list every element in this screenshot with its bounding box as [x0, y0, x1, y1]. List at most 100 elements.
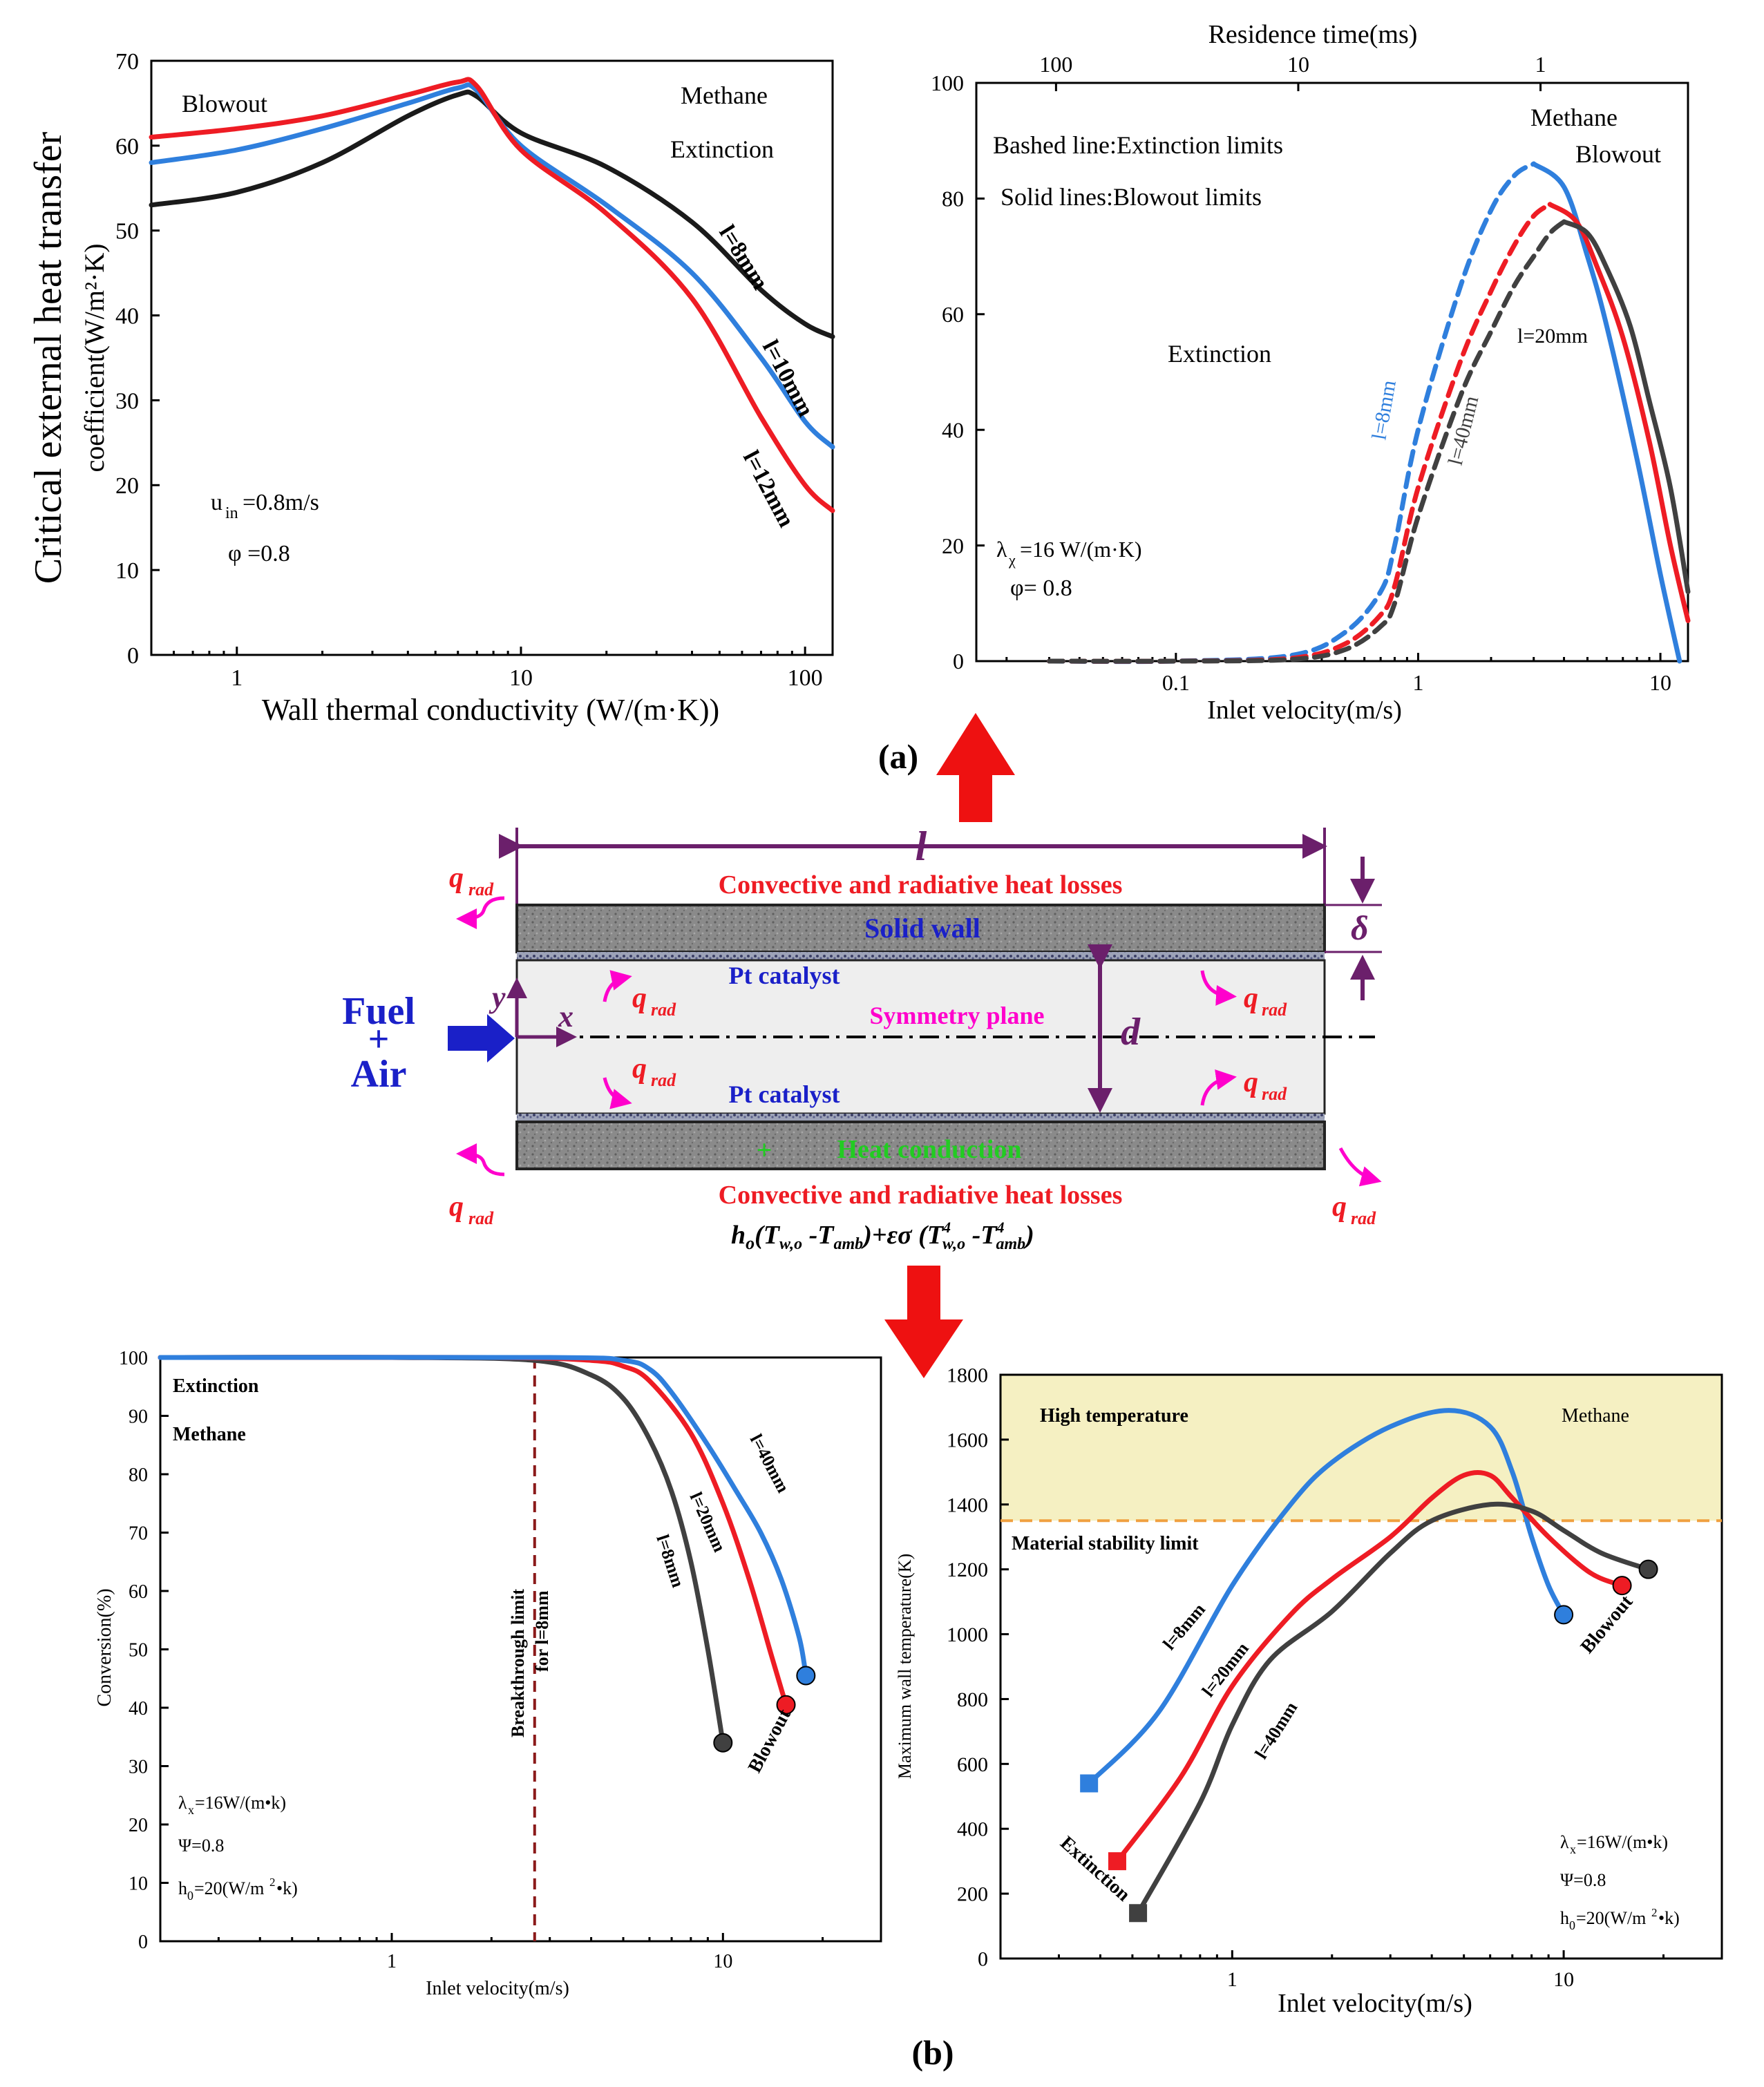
- arrow-up-to-a: [936, 713, 1015, 822]
- heat-conduction-plus: +: [757, 1134, 772, 1165]
- q-symbol: q: [632, 982, 647, 1014]
- y-tick-label: 400: [957, 1818, 988, 1841]
- lambda-symbol: λ: [996, 537, 1007, 562]
- plot-frame: [999, 1373, 1723, 1960]
- lambda-sub: x: [188, 1803, 194, 1817]
- breakthrough-label-1: Breakthrough limit: [508, 1589, 528, 1737]
- q-rad-inner-top-right: q rad: [1200, 970, 1287, 1020]
- q-subscript: rad: [651, 1000, 676, 1020]
- x-axis-label: Inlet velocity(m/s): [426, 1978, 569, 1999]
- q-rad-arrow: [603, 1077, 632, 1109]
- y-axis-label: Conversion(%): [94, 1588, 115, 1706]
- x-axis-label: Wall thermal conductivity (W/(m·K)): [262, 693, 719, 727]
- lambda-value: =16 W/(m·K): [1020, 537, 1142, 562]
- y-tick-label: 50: [129, 1639, 148, 1661]
- y-tick-label: 40: [115, 303, 139, 329]
- psi-label: Ψ=0.8: [178, 1836, 224, 1856]
- y-tick-label: 0: [127, 643, 139, 669]
- q-symbol: q: [1244, 982, 1258, 1014]
- blowout-marker: [796, 1666, 816, 1686]
- h0-unit: •k): [276, 1878, 298, 1898]
- blowout-label: Blowout: [744, 1705, 795, 1776]
- lambda-value: =16W/(m•k): [195, 1793, 286, 1813]
- axis-ticks: 1 10 0 200 400 600 800 1000 1200 1400 1600 1800: [947, 1364, 1665, 1991]
- h0-sub: 0: [187, 1889, 193, 1903]
- y-tick-label: 30: [129, 1756, 148, 1778]
- extinction-marker: [1108, 1852, 1126, 1871]
- chart-b-right: 1 10 0 200 400 600 800 1000 1200 1400 1600 1800 Inl…: [895, 1364, 1723, 2018]
- x-tick-label: 100: [788, 665, 823, 691]
- q-rad-top-left: q rad: [449, 862, 505, 929]
- red-arrows: [884, 713, 1015, 1378]
- plot-frame: [975, 82, 1689, 663]
- h0-value: =20(W/m: [194, 1878, 264, 1898]
- lambda-symbol: λ: [1560, 1832, 1569, 1852]
- plus-label: +: [368, 1018, 390, 1060]
- y-tick-label: 800: [957, 1688, 988, 1711]
- y-tick-label: 1000: [947, 1623, 988, 1646]
- series-line-l-40mm: [1135, 1501, 1651, 1916]
- figure-label-a: (a): [878, 737, 918, 776]
- methane-label: Methane: [173, 1424, 246, 1445]
- y-axis-label: Maximum wall temperature(K): [895, 1554, 915, 1779]
- heat-loss-formula: ho(Tw,o -Tamb)+εσ (T4 w,o -T4 amb): [731, 1219, 1034, 1253]
- q-symbol: q: [449, 862, 464, 894]
- q-subscript: rad: [1262, 1000, 1287, 1020]
- blowout-marker: [1612, 1576, 1632, 1596]
- y-tick-label: 80: [942, 187, 964, 211]
- x-tick-label: 10: [713, 1951, 732, 1972]
- y-tick-label: 1200: [947, 1559, 988, 1581]
- x-axis-label: Inlet velocity(m/s): [1278, 1989, 1472, 2018]
- q-subscript: rad: [1262, 1084, 1287, 1104]
- q-rad-bottom-left: q rad: [449, 1143, 505, 1228]
- extinction-label: Extinction: [1168, 340, 1271, 368]
- series-lines: [149, 77, 835, 513]
- methane-label: Methane: [1530, 104, 1618, 131]
- series-line-l-20mm: [1047, 202, 1553, 664]
- y-axis-label-line1: Critical external heat transfer: [27, 131, 70, 584]
- extinction-marker: [1080, 1774, 1099, 1793]
- q-subscript: rad: [468, 1208, 494, 1228]
- q-rad-inner-bottom-left: q rad: [603, 1053, 676, 1109]
- series-line-l-8mm: [1047, 161, 1537, 665]
- series-line-l-40mm: [158, 1355, 808, 1679]
- q-symbol: q: [449, 1191, 464, 1223]
- channel-diagram: l Convective and radiative heat losses S…: [342, 823, 1382, 1253]
- h0-sup: 2: [1651, 1906, 1658, 1919]
- solid-wall-bottom: [515, 1121, 1326, 1170]
- blowout-marker: [776, 1695, 796, 1715]
- y-tick-label: 100: [119, 1348, 148, 1369]
- top-axis-label: Residence time(ms): [1208, 20, 1418, 49]
- blowout-marker: [713, 1733, 733, 1753]
- q-rad-inner-bottom-right: q rad: [1200, 1067, 1287, 1106]
- d-label: d: [1121, 1011, 1141, 1054]
- extinction-marker: [1129, 1904, 1148, 1923]
- y-tick-label: 0: [138, 1932, 148, 1953]
- bottom-heat-losses-label: Convective and radiative heat losses: [719, 1181, 1123, 1210]
- y-tick-label: 0: [978, 1948, 988, 1971]
- series-line-l-20mm: [158, 1355, 789, 1708]
- y-tick-label: 60: [942, 302, 964, 327]
- plot-frame: [150, 59, 834, 656]
- series-label-8mm: l=8mm: [652, 1532, 688, 1590]
- breakthrough-label-2: for l=8mm: [532, 1590, 552, 1672]
- methane-label: Methane: [681, 82, 768, 109]
- h0-symbol: h: [178, 1878, 187, 1898]
- extinction-label: Extinction: [670, 135, 774, 163]
- psi-label: Ψ=0.8: [1560, 1870, 1606, 1890]
- symmetry-plane-label: Symmetry plane: [870, 1002, 1045, 1029]
- y-tick-label: 60: [129, 1581, 148, 1603]
- blowout-label: Blowout: [1577, 1591, 1638, 1658]
- extinction-label: Extinction: [173, 1375, 259, 1397]
- y-tick-label: 0: [953, 649, 964, 674]
- length-label: l: [916, 823, 927, 869]
- dashed-line-note: Bashed line:Extinction limits: [993, 131, 1283, 159]
- h0-value: =20(W/m: [1576, 1908, 1646, 1928]
- q-rad-arrow: [456, 1143, 505, 1176]
- pt-catalyst-bottom-label: Pt catalyst: [729, 1080, 840, 1108]
- q-symbol: q: [1244, 1067, 1258, 1098]
- high-temperature-label: High temperature: [1040, 1405, 1188, 1427]
- y-tick-label: 20: [942, 533, 964, 558]
